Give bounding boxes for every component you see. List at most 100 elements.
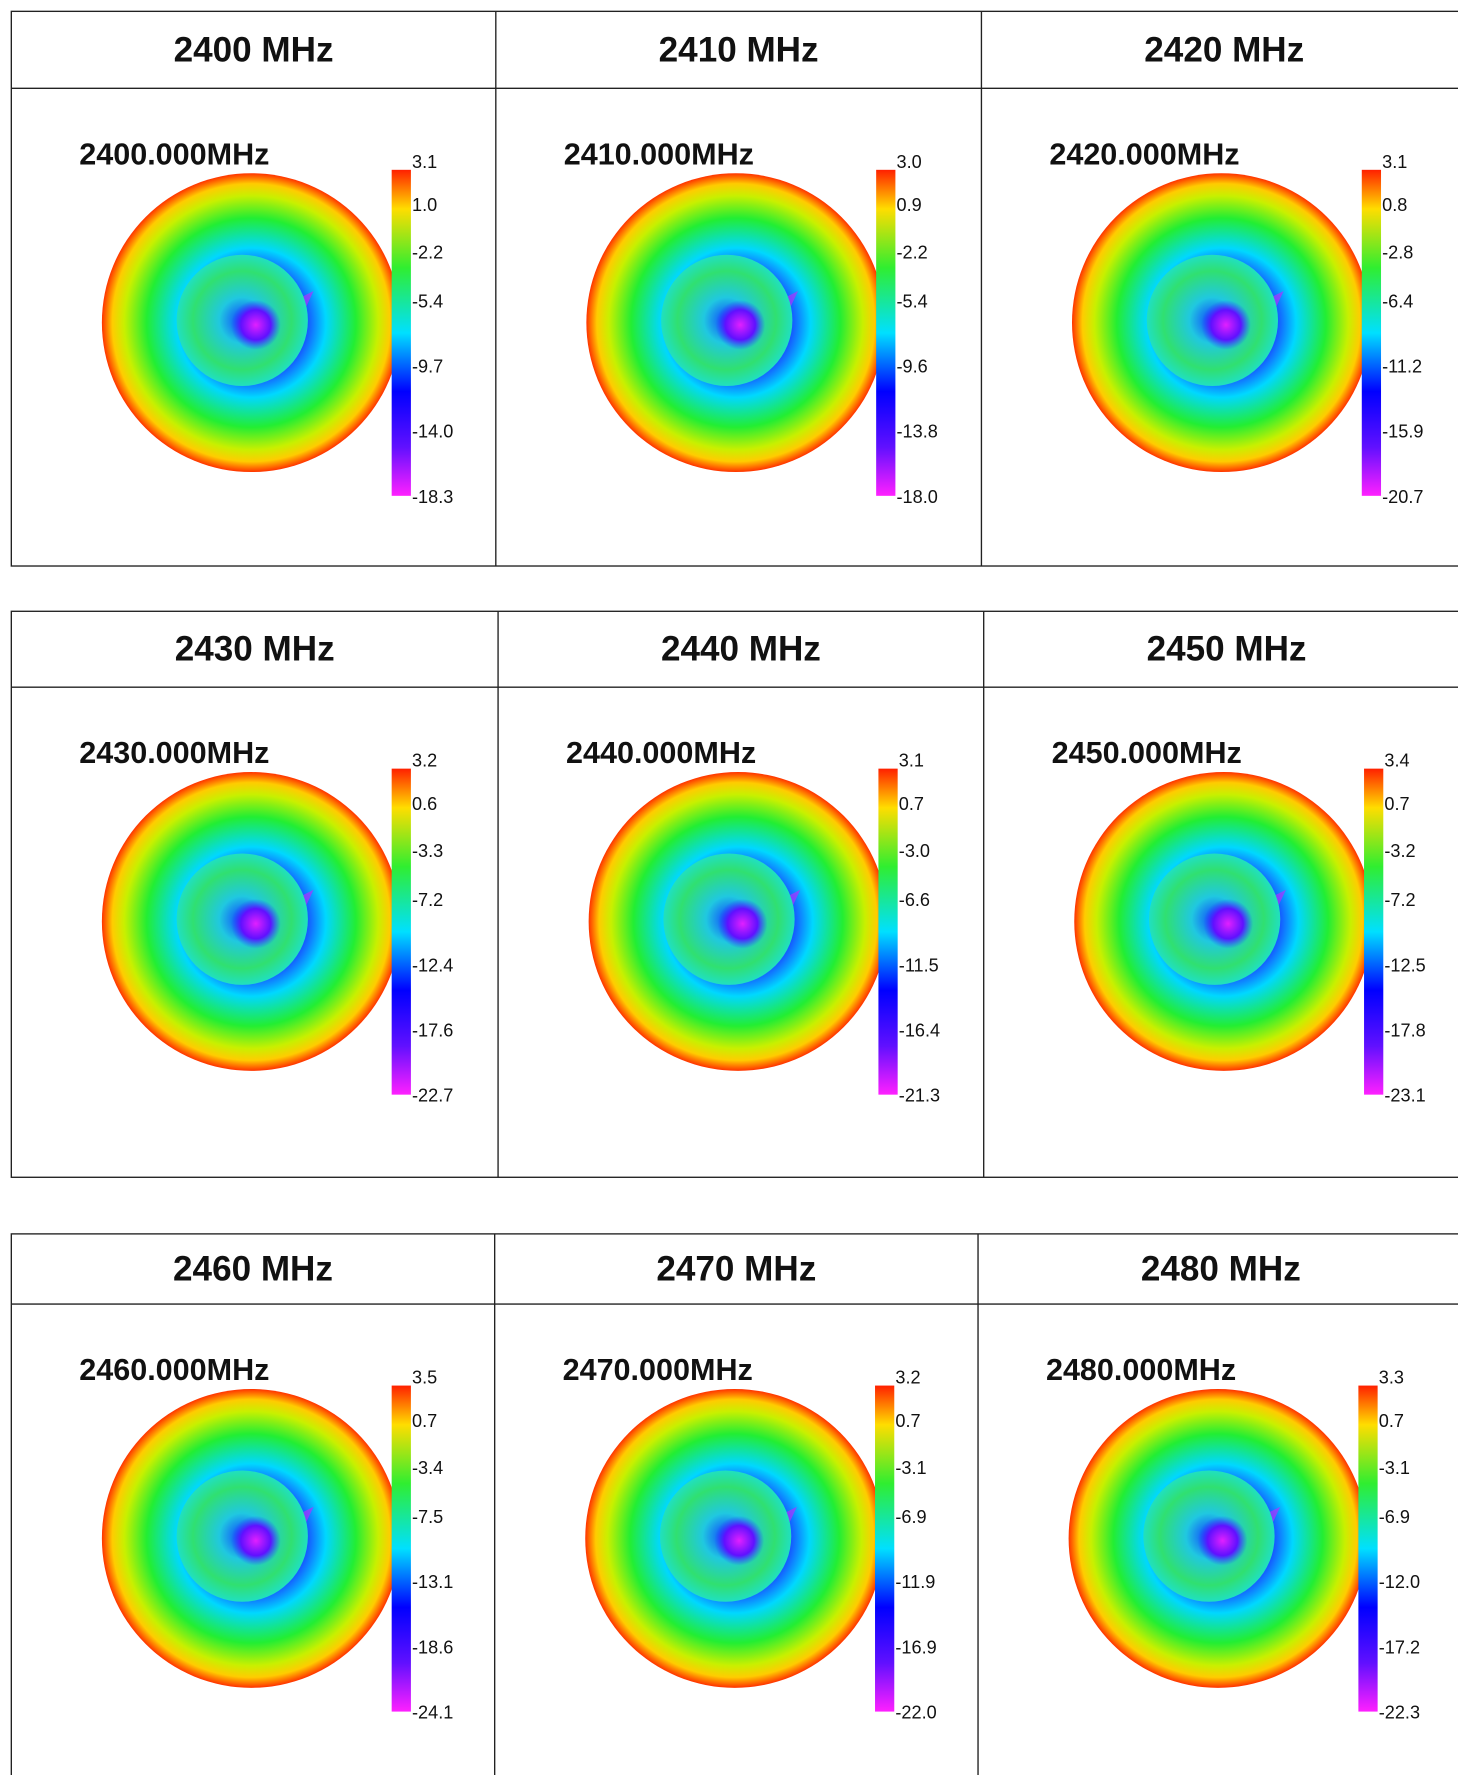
- colorbar: [391, 169, 411, 496]
- colorbar-label: -17.6: [412, 1020, 453, 1040]
- colorbar: [876, 169, 896, 496]
- plot-title: 2440.000MHz: [566, 736, 756, 770]
- colorbar-label: 0.7: [899, 794, 924, 814]
- colorbar-label: -11.5: [899, 955, 939, 975]
- colorbar: [1358, 1385, 1378, 1712]
- colorbar-label: -6.9: [895, 1507, 926, 1527]
- colorbar-label: -13.1: [412, 1572, 453, 1592]
- colorbar-label: -24.1: [412, 1703, 453, 1723]
- colorbar-label: -5.4: [897, 291, 928, 311]
- colorbar-label: 0.8: [1382, 195, 1407, 215]
- colorbar-label: -12.5: [1384, 955, 1425, 975]
- colorbar: [1364, 768, 1384, 1095]
- pattern-core: [1203, 898, 1254, 949]
- pattern-core: [717, 898, 768, 949]
- colorbar-label: -7.2: [412, 890, 443, 910]
- colorbar-label: 3.1: [1382, 152, 1407, 172]
- colorbar-label: 0.6: [412, 794, 437, 814]
- colorbar-label: -2.2: [897, 242, 928, 262]
- colorbar: [878, 768, 898, 1095]
- plot-title: 2430.000MHz: [79, 736, 269, 770]
- colorbar-label: -20.7: [1382, 487, 1423, 507]
- colorbar-label: -12.0: [1379, 1572, 1420, 1592]
- plot-title: 2470.000MHz: [563, 1353, 753, 1387]
- colorbar-label: -17.8: [1384, 1020, 1425, 1040]
- column-header: 2450 MHz: [1147, 630, 1307, 669]
- column-header: 2400 MHz: [174, 30, 334, 69]
- colorbar-label: -13.8: [897, 422, 938, 442]
- colorbar-label: -11.2: [1382, 356, 1422, 376]
- colorbar-label: -7.2: [1384, 890, 1415, 910]
- colorbar-label: -5.4: [412, 291, 443, 311]
- colorbar-label: -16.4: [899, 1020, 940, 1040]
- colorbar-label: -18.3: [412, 487, 453, 507]
- column-header: 2460 MHz: [173, 1250, 333, 1289]
- colorbar-label: -22.0: [895, 1703, 936, 1723]
- colorbar-label: 3.2: [412, 751, 437, 771]
- colorbar-label: 3.4: [1384, 751, 1409, 771]
- column-header: 2410 MHz: [659, 30, 819, 69]
- colorbar-label: 3.1: [412, 152, 437, 172]
- colorbar-label: -18.6: [412, 1637, 453, 1657]
- colorbar-label: -6.6: [899, 890, 930, 910]
- colorbar-label: -16.9: [895, 1637, 936, 1657]
- column-header: 2480 MHz: [1141, 1250, 1301, 1289]
- colorbar-label: 0.7: [895, 1411, 920, 1431]
- colorbar-label: 3.3: [1379, 1368, 1404, 1388]
- colorbar-label: -2.8: [1382, 242, 1413, 262]
- plot-title: 2420.000MHz: [1049, 137, 1239, 171]
- colorbar-label: -3.3: [412, 841, 443, 861]
- pattern-core: [230, 299, 281, 350]
- colorbar-label: -6.4: [1382, 291, 1413, 311]
- colorbar-label: -23.1: [1384, 1086, 1425, 1106]
- colorbar-label: -22.3: [1379, 1703, 1420, 1723]
- pattern-core: [1197, 1515, 1248, 1566]
- colorbar-label: -21.3: [899, 1086, 940, 1106]
- plot-title: 2400.000MHz: [79, 137, 269, 171]
- plot-title: 2410.000MHz: [564, 137, 754, 171]
- column-header: 2470 MHz: [656, 1250, 816, 1289]
- column-header: 2420 MHz: [1144, 30, 1304, 69]
- colorbar-label: -3.1: [1379, 1458, 1410, 1478]
- plot-title: 2450.000MHz: [1052, 736, 1242, 770]
- plot-title: 2460.000MHz: [79, 1353, 269, 1387]
- colorbar: [1361, 169, 1382, 496]
- colorbar-label: -9.6: [897, 356, 928, 376]
- table-frame: [10, 10, 1458, 567]
- pattern-core: [714, 1515, 765, 1566]
- column-header: 2440 MHz: [661, 630, 821, 669]
- colorbar: [391, 1385, 411, 1712]
- colorbar-label: 3.2: [895, 1368, 920, 1388]
- colorbar-label: 3.0: [897, 152, 922, 172]
- colorbar-label: 1.0: [412, 195, 437, 215]
- colorbar-label: 0.9: [897, 195, 922, 215]
- colorbar-label: -12.4: [412, 955, 453, 975]
- colorbar-label: -3.4: [412, 1458, 443, 1478]
- table-frame: [10, 1233, 1458, 1775]
- colorbar-label: -6.9: [1379, 1507, 1410, 1527]
- table-frame: [10, 610, 1458, 1178]
- colorbar-label: -9.7: [412, 356, 443, 376]
- colorbar: [875, 1385, 895, 1712]
- colorbar-label: -7.5: [412, 1507, 443, 1527]
- colorbar-label: -22.7: [412, 1086, 453, 1106]
- colorbar-label: 0.7: [412, 1411, 437, 1431]
- colorbar-label: 3.1: [899, 751, 924, 771]
- colorbar-label: -14.0: [412, 422, 453, 442]
- plot-title: 2480.000MHz: [1046, 1353, 1236, 1387]
- column-header: 2430 MHz: [175, 630, 335, 669]
- colorbar-label: -2.2: [412, 242, 443, 262]
- colorbar-label: -11.9: [895, 1572, 935, 1592]
- colorbar-label: -17.2: [1379, 1637, 1420, 1657]
- colorbar-label: 0.7: [1384, 794, 1409, 814]
- colorbar-label: -18.0: [897, 487, 938, 507]
- colorbar-label: 3.5: [412, 1368, 437, 1388]
- colorbar-label: -15.9: [1382, 422, 1423, 442]
- colorbar-label: -3.1: [895, 1458, 926, 1478]
- colorbar-label: -3.0: [899, 841, 930, 861]
- pattern-core: [1201, 299, 1251, 350]
- colorbar-label: -3.2: [1384, 841, 1415, 861]
- pattern-core: [230, 898, 281, 949]
